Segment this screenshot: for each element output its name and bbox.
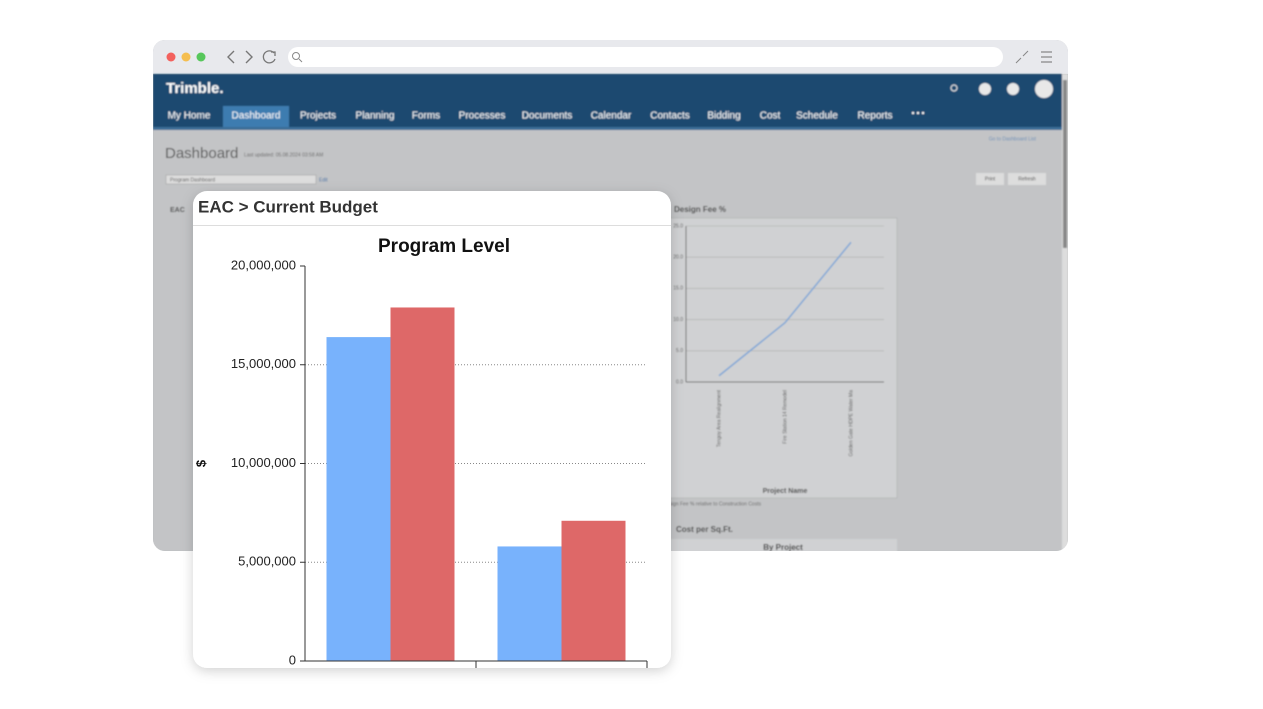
nav-item[interactable]: Forms <box>412 111 440 122</box>
search-icon[interactable] <box>950 84 958 92</box>
bar <box>326 337 391 661</box>
bar-chart: Program Level $0 5,000,000 10,000,000 15,000… <box>193 236 648 668</box>
refresh-label: Refresh <box>1018 176 1036 182</box>
last-updated: Last updated: 05.08.2024 03:58 AM <box>244 152 323 158</box>
nav-item[interactable]: Documents <box>522 111 573 122</box>
card-title: EAC > Current Budget <box>198 197 378 216</box>
refresh-button[interactable] <box>1008 173 1046 185</box>
search-icon-handle <box>298 58 303 63</box>
page-title: Dashboard <box>165 145 238 162</box>
data-line <box>718 241 852 377</box>
nav-item[interactable]: Contacts <box>650 111 689 122</box>
y-tick-label: 25.0 <box>673 223 683 229</box>
y-tick-label: 15.0 <box>673 286 683 292</box>
avatar[interactable] <box>1035 80 1053 98</box>
widget-title: EAC <box>170 207 185 214</box>
print-label: Print <box>985 176 996 182</box>
nav-item[interactable]: Processes <box>459 111 506 122</box>
widget-title: Cost per Sq.Ft. <box>676 525 733 534</box>
x-tick-label: Fire Station 14 Remodel <box>782 390 788 444</box>
reload-button[interactable] <box>262 50 276 64</box>
nav-underline <box>153 127 1062 130</box>
y-axis-label: $ <box>193 459 208 467</box>
y-tick-label: 20.0 <box>673 255 683 261</box>
y-tick-label: 10,000,000 <box>231 455 296 470</box>
close-button[interactable] <box>166 52 176 62</box>
dashboard-select-text: Program Dashboard <box>170 177 215 183</box>
y-tick-label: 0 <box>289 652 296 667</box>
app-header <box>153 74 1062 130</box>
chart-note: Design Fee % relative to Construction Co… <box>663 501 762 507</box>
x-tick-label: Tengoy Area Realignment <box>716 389 722 447</box>
chart-title: Program Level <box>378 236 510 257</box>
widget-frame <box>660 539 897 551</box>
y-tick-label: 20,000,000 <box>231 257 296 272</box>
nav-item[interactable]: My Home <box>168 111 211 122</box>
nav-item[interactable]: Schedule <box>796 111 838 122</box>
y-tick-label: 5.0 <box>676 348 683 354</box>
y-tick-label: 15,000,000 <box>231 356 296 371</box>
maximize-button[interactable] <box>196 52 206 62</box>
edit-link[interactable]: Edit <box>319 177 328 183</box>
nav-item[interactable]: Planning <box>356 111 395 122</box>
nav-item[interactable]: Bidding <box>707 111 740 122</box>
nav-item[interactable]: Cost <box>760 111 781 122</box>
print-button[interactable] <box>976 173 1004 185</box>
nav-item[interactable]: Reports <box>857 111 892 122</box>
y-tick-label: 10.0 <box>673 317 683 323</box>
x-tick-label: Golden Gate HDPE Water Ma <box>848 390 854 457</box>
menu-icon[interactable] <box>1041 51 1052 63</box>
y-tick-label: 5,000,000 <box>238 554 296 569</box>
card-content: EAC > Current Budget Program Level $0 5,00… <box>193 197 671 668</box>
line-chart: Design Fee % 0.0 5.0 10.0 15.0 20.0 25.0 Tengoy… <box>673 205 884 495</box>
scroll-thumb <box>1063 80 1067 248</box>
nav-arrows[interactable] <box>227 50 253 64</box>
y-tick-label: 0.0 <box>676 379 683 385</box>
search-icon <box>292 52 300 60</box>
icon[interactable] <box>1007 83 1019 95</box>
bar <box>561 520 626 661</box>
minimize-button[interactable] <box>181 52 191 62</box>
nav-active <box>223 106 289 127</box>
widget-subtitle: By Project <box>763 543 803 552</box>
expand-icon[interactable] <box>1015 50 1029 64</box>
dashboard-select[interactable] <box>165 174 317 185</box>
nav-item[interactable]: Projects <box>300 111 336 122</box>
icon[interactable] <box>979 83 991 95</box>
dashboard-list-link[interactable]: Go to Dashboard List <box>989 136 1037 142</box>
brand: Trimble. <box>166 80 224 97</box>
chart-title: Design Fee % <box>674 205 726 214</box>
nav-item[interactable]: Dashboard <box>232 111 281 122</box>
bar <box>390 307 455 661</box>
bar <box>497 546 562 661</box>
nav: My Home Dashboard Projects Planning Forms Pro… <box>168 111 893 122</box>
address-bar[interactable] <box>288 47 1003 67</box>
line-chart-frame <box>659 217 898 499</box>
scrollbar <box>1062 74 1068 551</box>
x-axis-label: Project Name <box>763 488 808 495</box>
nav-item[interactable]: Calendar <box>591 111 632 122</box>
